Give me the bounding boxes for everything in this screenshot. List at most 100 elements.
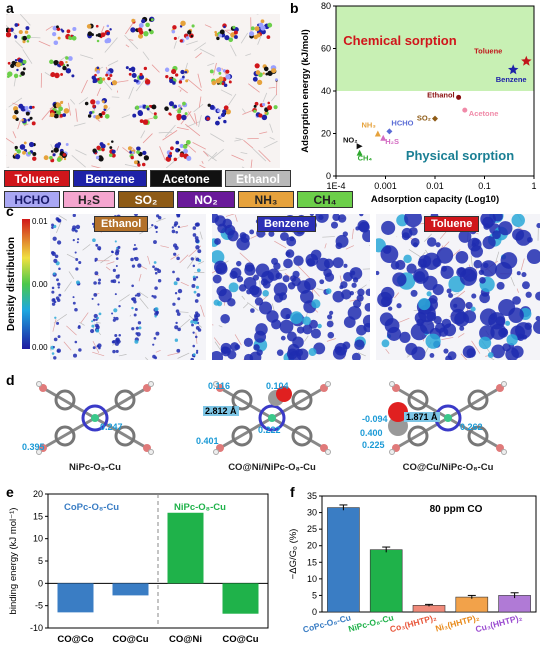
gas-molecule-dot	[233, 35, 238, 39]
nickel-atom	[444, 414, 452, 422]
hydrogen-atom	[213, 381, 219, 387]
density-blob	[262, 280, 271, 289]
density-blob	[356, 294, 364, 302]
density-blob	[98, 346, 101, 350]
nitrogen-ring	[258, 404, 286, 432]
density-blob	[92, 318, 96, 322]
density-blob	[114, 240, 117, 243]
framework-bond	[17, 120, 21, 130]
density-blob	[115, 349, 119, 353]
density-blob	[458, 229, 472, 243]
gas-molecule-dot	[106, 24, 110, 28]
framework-bond	[304, 335, 309, 342]
density-blob	[133, 257, 137, 260]
density-blob	[133, 243, 136, 246]
density-blob	[418, 298, 431, 311]
gas-molecule-dot	[175, 73, 179, 77]
density-blob	[98, 278, 102, 282]
density-blob	[137, 321, 142, 325]
gas-molecule-dot	[253, 109, 257, 113]
density-blob	[380, 286, 395, 301]
framework-bond	[142, 133, 153, 144]
data-point-label: Benzene	[496, 75, 527, 84]
gas-molecule-dot	[94, 73, 97, 77]
gas-molecule-dot	[153, 114, 158, 120]
density-blob	[349, 267, 363, 280]
framework-bond	[441, 337, 454, 340]
density-blob	[426, 291, 432, 297]
framework-bond	[14, 40, 24, 49]
density-blob	[227, 350, 237, 360]
density-blob	[435, 242, 441, 248]
density-blob	[457, 267, 466, 276]
gas-molecule-dot	[28, 141, 35, 148]
density-blob	[326, 320, 334, 328]
density-blob	[156, 214, 160, 218]
density-blob	[243, 337, 254, 347]
framework-bond	[516, 288, 519, 293]
gas-molecule-dot	[109, 153, 113, 157]
gas-molecule-dot	[267, 105, 273, 111]
y-tick-label: -10	[30, 623, 43, 633]
density-blob	[52, 345, 55, 348]
gas-molecule-dot	[130, 27, 136, 33]
framework-bond	[53, 314, 67, 324]
density-blob	[192, 344, 196, 348]
gas-molecule-dot	[20, 71, 25, 76]
framework-bond	[203, 150, 217, 162]
framework-bond	[167, 352, 180, 356]
gas-molecule-dot	[15, 154, 21, 160]
gas-molecule-dot	[257, 79, 263, 86]
gas-molecule-dot	[164, 106, 169, 111]
gas-molecule-dot	[67, 56, 73, 61]
density-blob	[244, 264, 256, 276]
density-blob	[177, 288, 183, 294]
density-blob	[387, 306, 393, 311]
bar	[167, 512, 204, 584]
gas-molecule-dot	[263, 66, 269, 72]
framework-bond	[326, 338, 336, 342]
density-blob	[97, 303, 100, 306]
sorption-region	[336, 91, 534, 176]
legend-item-1: Benzene	[73, 170, 147, 187]
gas-molecule-dot	[32, 156, 37, 161]
density-blob	[115, 338, 120, 343]
density-blob	[455, 250, 469, 264]
gas-molecule-dot	[56, 110, 62, 116]
framework-bond	[207, 62, 215, 66]
gas-molecule-dot	[95, 100, 100, 105]
density-blob	[255, 323, 268, 336]
ring	[467, 425, 489, 447]
bond-length-label: 1.871 Å	[404, 412, 440, 422]
group-label: CoPc-O₈-Cu	[64, 502, 119, 513]
gas-molecule-dot	[143, 66, 148, 71]
framework-bond	[106, 261, 115, 265]
gas-molecule-dot	[16, 68, 19, 72]
framework-bond	[78, 97, 89, 105]
framework-bond	[192, 142, 207, 150]
gas-molecule-dot	[254, 63, 260, 69]
data-point	[356, 149, 363, 156]
density-blob	[154, 315, 157, 318]
density-blob	[53, 337, 58, 342]
gas-molecule-dot	[58, 106, 63, 112]
bar	[112, 583, 149, 596]
density-blob	[432, 283, 444, 296]
gas-molecule-dot	[60, 100, 64, 105]
density-blob	[74, 229, 78, 233]
density-blob	[138, 326, 142, 330]
framework-bond	[131, 146, 136, 152]
y-tick-label: 0	[312, 607, 317, 617]
density-blob	[174, 325, 179, 330]
molecule-structure-1	[213, 381, 331, 455]
gas-molecule-dot	[109, 146, 113, 149]
density-map-1	[212, 214, 370, 360]
framework-bond	[179, 225, 189, 228]
gas-molecule-dot	[62, 153, 66, 157]
nickel-atom	[268, 414, 276, 422]
framework-bond	[45, 25, 53, 31]
gas-molecule-dot	[18, 29, 23, 35]
density-blob	[290, 311, 303, 324]
framework-bond	[128, 86, 134, 100]
density-blob	[479, 276, 486, 284]
